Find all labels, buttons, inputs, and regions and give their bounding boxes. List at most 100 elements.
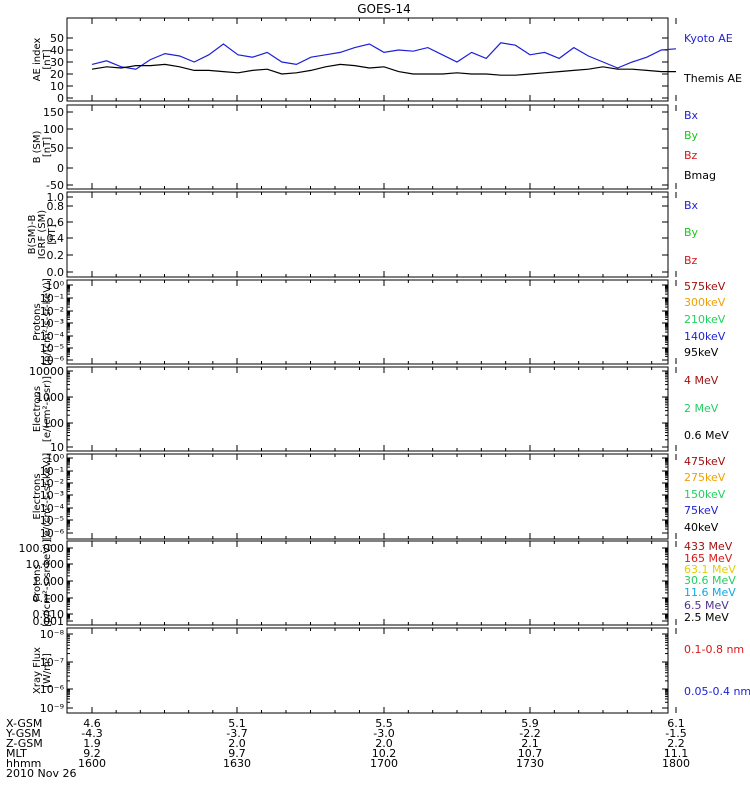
legend-entry: 475keV <box>684 455 726 468</box>
x-axis-value: 1.9 <box>83 737 101 750</box>
x-axis-value: 1700 <box>370 757 398 770</box>
panel-frame <box>66 453 669 540</box>
legend-entry: 0.1-0.8 nm <box>684 643 744 656</box>
panel-frame <box>66 627 669 714</box>
y-tick-label: 10⁻³ <box>40 489 64 502</box>
y-tick-label: 0.0 <box>47 266 65 279</box>
y-tick-label: 50 <box>50 32 64 45</box>
y-tick-label: 10 <box>50 80 64 93</box>
y-axis-label: Xray Flux <box>32 647 43 694</box>
legend-entry: 11.6 MeV <box>684 586 736 599</box>
legend-entry: By <box>684 129 699 142</box>
x-axis-value: 5.1 <box>228 717 246 730</box>
legend-entry: 40keV <box>684 521 719 534</box>
y-tick-label: 0.6 <box>47 216 65 229</box>
legend-entry: Bx <box>684 199 699 212</box>
x-axis-value: 1630 <box>223 757 251 770</box>
panel-diff: 0.0 0.2 0.4 0.6 0.81.0 B(SM)-B IGRF (SM) [nT] Bx… <box>27 191 699 279</box>
y-tick-label: 10⁻⁴ <box>40 502 65 515</box>
x-axis-value: 5.5 <box>375 717 393 730</box>
legend-entry: Bz <box>684 149 698 162</box>
legend-entry: Bx <box>684 109 699 122</box>
y-tick-label: 10⁻⁶ <box>40 683 65 696</box>
legend-entry: 0.05-0.4 nm <box>684 685 750 698</box>
y-axis-label: Protons <box>32 303 43 340</box>
legend-entry: 275keV <box>684 471 726 484</box>
y-tick-label: 100 <box>43 417 64 430</box>
x-axis-value: 1730 <box>516 757 544 770</box>
y-tick-label: 1.0 <box>47 191 65 204</box>
x-axis-value: 9.2 <box>83 747 101 760</box>
x-axis-value: 4.6 <box>83 717 101 730</box>
y-tick-label: 10⁻¹ <box>40 465 64 478</box>
series-line-kyoto-ae <box>91 42 677 70</box>
legend-entry: 75keV <box>684 504 719 517</box>
y-tick-label: 0 <box>57 162 64 175</box>
y-tick-label: 10 <box>50 441 64 454</box>
legend-entry: 433 MeV <box>684 540 733 553</box>
x-axis-row-label: X-GSM <box>6 717 42 730</box>
x-axis-value: 1800 <box>662 757 690 770</box>
legend-entry: 63.1 MeV <box>684 563 736 576</box>
x-axis-value: 5.9 <box>521 717 539 730</box>
y-tick-label: 10⁻⁵ <box>40 514 64 527</box>
y-tick-label: 10⁻⁶ <box>40 527 65 540</box>
x-axis-value: 2.1 <box>521 737 539 750</box>
y-axis-label: [nT] <box>42 137 53 157</box>
x-axis-value: -3.7 <box>226 727 247 740</box>
x-axis-value: 2.0 <box>228 737 246 750</box>
y-tick-label: -50 <box>46 179 64 192</box>
y-tick-label: 0.010 <box>33 608 65 621</box>
y-tick-label: 10⁰ <box>46 452 65 465</box>
y-tick-label: 40 <box>50 44 64 57</box>
legend-entry: 30.6 MeV <box>684 574 736 587</box>
y-axis-label: Protons <box>32 564 43 601</box>
x-axis-value: 11.1 <box>664 747 689 760</box>
y-tick-label: 10⁻¹ <box>40 292 64 305</box>
y-tick-label: 10⁻⁵ <box>40 342 64 355</box>
x-axis-row-label: MLT <box>6 747 27 760</box>
legend-entry: Themis AE <box>683 72 742 85</box>
legend-entry: 95keV <box>684 346 719 359</box>
y-tick-label: 10⁻² <box>40 477 64 490</box>
x-axis-value: 6.1 <box>667 717 685 730</box>
legend-entry: 210keV <box>684 313 726 326</box>
y-axis-label: Electrons <box>32 473 43 519</box>
legend-entry: 2 MeV <box>684 402 719 415</box>
x-axis-value: -1.5 <box>665 727 686 740</box>
y-tick-label: 10⁻⁶ <box>40 354 65 367</box>
x-axis-row-label: hhmm <box>6 757 41 770</box>
y-tick-label: 0.001 <box>33 615 65 628</box>
y-tick-label: 1000 <box>36 391 64 404</box>
x-axis-value: 2.2 <box>667 737 685 750</box>
y-tick-label: 10⁻² <box>40 305 64 318</box>
y-axis-label: [p/(cm²-s-sr-keV)] <box>42 278 53 366</box>
legend-entry: 2.5 MeV <box>684 611 729 624</box>
y-tick-label: 1.000 <box>33 575 65 588</box>
y-axis-label: [nT] <box>42 49 53 69</box>
legend-entry: Bmag <box>684 169 716 182</box>
y-tick-label: 50 <box>50 142 64 155</box>
legend-entry: 140keV <box>684 330 726 343</box>
x-axis-row-label: Z-GSM <box>6 737 43 750</box>
y-tick-label: 10⁻⁴ <box>40 330 65 343</box>
x-axis-value: 10.7 <box>518 747 543 760</box>
panel-frame <box>66 191 669 278</box>
y-tick-label: 0 <box>57 92 64 105</box>
y-tick-label: 10⁻³ <box>40 317 64 330</box>
legend-entry: 150keV <box>684 488 726 501</box>
x-axis-value: -2.2 <box>519 727 540 740</box>
y-tick-label: 0.2 <box>47 249 65 262</box>
legend-entry: 4 MeV <box>684 374 719 387</box>
x-axis-value: -3.0 <box>373 727 394 740</box>
y-axis-label: [p/(cm²-s-sr-keV)] <box>42 539 53 627</box>
figure-title: GOES-14 <box>357 2 411 16</box>
y-tick-label: 10⁻⁸ <box>40 628 65 641</box>
y-tick-label: 100.000 <box>19 542 65 555</box>
panel-frame <box>66 17 669 102</box>
legend-entry: Kyoto AE <box>684 32 733 45</box>
